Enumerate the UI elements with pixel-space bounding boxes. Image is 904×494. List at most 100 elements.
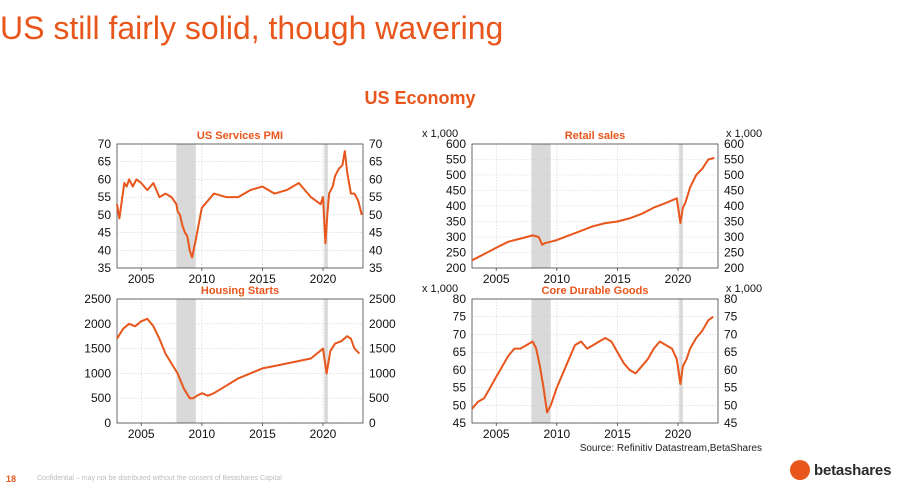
y-tick-label-right: 45: [369, 226, 383, 240]
y-tick-label-left: 70: [98, 137, 112, 151]
plot-frame: [471, 143, 719, 269]
y-tick-label-right: 450: [724, 184, 744, 198]
y-tick-label-left: 65: [98, 155, 112, 169]
y-tick-label-left: 40: [98, 243, 112, 257]
y-tick-label-right: 500: [724, 168, 744, 182]
brand-logo-icon: [790, 460, 810, 480]
chart-title: US Services PMI: [197, 130, 283, 142]
unit-label-right: x 1,000: [726, 128, 762, 140]
x-tick-label: 2010: [543, 427, 570, 441]
y-tick-label-left: 50: [453, 398, 467, 412]
y-tick-label-right: 50: [369, 208, 383, 222]
y-tick-label-left: 60: [98, 172, 112, 186]
y-tick-label-right: 40: [369, 243, 383, 257]
y-tick-label-left: 0: [104, 416, 111, 430]
y-tick-label-left: 500: [91, 391, 111, 405]
x-tick-label: 2020: [665, 427, 692, 441]
recession-band: [176, 144, 196, 268]
chart-4: 45 45 50 50 55 55 60 60 65 65 70 70 75 75 80 80 2005 2010…: [422, 283, 762, 441]
source-note: Source: Refinitiv Datastream,BetaShares: [579, 443, 762, 454]
y-tick-label-right: 1500: [369, 342, 396, 356]
y-tick-label-left: 500: [446, 168, 466, 182]
y-tick-label-right: 60: [724, 363, 738, 377]
x-tick-label: 2015: [249, 272, 276, 286]
y-tick-label-left: 55: [98, 190, 112, 204]
chart-title: Housing Starts: [201, 285, 279, 297]
y-tick-label-left: 550: [446, 153, 466, 167]
y-tick-label-right: 200: [724, 261, 744, 275]
y-tick-label-right: 2000: [369, 317, 396, 331]
y-tick-label-left: 2500: [84, 292, 111, 306]
section-title: US Economy: [364, 88, 476, 108]
y-tick-label-left: 50: [98, 208, 112, 222]
y-tick-label-right: 45: [724, 416, 738, 430]
x-tick-label: 2020: [310, 427, 337, 441]
y-tick-label-left: 45: [453, 416, 467, 430]
y-tick-label-right: 75: [724, 310, 738, 324]
y-tick-label-right: 250: [724, 246, 744, 260]
x-tick-label: 2010: [188, 427, 215, 441]
recession-band: [679, 144, 683, 268]
y-tick-label-right: 350: [724, 215, 744, 229]
chart-title: Core Durable Goods: [542, 285, 649, 297]
series-line: [471, 156, 715, 262]
chart-3: 0 0 500 500 1000 1000 1500 1500 2000 2000 2500 2500…: [84, 285, 396, 441]
y-tick-label-right: 60: [369, 172, 383, 186]
y-tick-label-left: 1000: [84, 366, 111, 380]
series-line: [471, 315, 714, 414]
unit-label-left: x 1,000: [422, 128, 458, 140]
x-tick-label: 2015: [604, 272, 631, 286]
y-tick-label-right: 70: [724, 327, 738, 341]
y-tick-label-right: 65: [369, 155, 383, 169]
plot-frame: [471, 298, 719, 424]
y-tick-label-right: 55: [369, 190, 383, 204]
y-tick-label-left: 300: [446, 230, 466, 244]
y-tick-label-left: 65: [453, 345, 467, 359]
x-tick-label: 2010: [188, 272, 215, 286]
y-tick-label-right: 300: [724, 230, 744, 244]
chart-title: Retail sales: [565, 130, 626, 142]
recession-band: [324, 299, 328, 423]
series-line: [116, 317, 361, 400]
y-tick-label-left: 60: [453, 363, 467, 377]
y-tick-label-left: 70: [453, 327, 467, 341]
y-tick-label-right: 400: [724, 199, 744, 213]
slide-title: US still fairly solid, though wavering: [0, 10, 504, 46]
y-tick-label-left: 250: [446, 246, 466, 260]
y-tick-label-right: 55: [724, 381, 738, 395]
x-tick-label: 2005: [128, 427, 155, 441]
unit-label-right: x 1,000: [726, 283, 762, 295]
y-tick-label-left: 1500: [84, 342, 111, 356]
y-tick-label-left: 450: [446, 184, 466, 198]
y-tick-label-left: 35: [98, 261, 112, 275]
series-line: [116, 150, 363, 259]
unit-label-left: x 1,000: [422, 283, 458, 295]
y-tick-label-right: 2500: [369, 292, 396, 306]
y-tick-label-right: 0: [369, 416, 376, 430]
x-tick-label: 2020: [310, 272, 337, 286]
x-tick-label: 2005: [128, 272, 155, 286]
y-tick-label-left: 75: [453, 310, 467, 324]
x-tick-label: 2005: [483, 272, 510, 286]
y-tick-label-left: 200: [446, 261, 466, 275]
x-tick-label: 2010: [543, 272, 570, 286]
recession-band: [324, 144, 328, 268]
chart-1: 35 35 40 40 45 45 50 50 55 55 60 60 65 65 70 70 2005 2010…: [98, 130, 383, 286]
y-tick-label-right: 550: [724, 153, 744, 167]
y-tick-label-left: 600: [446, 137, 466, 151]
y-tick-label-left: 2000: [84, 317, 111, 331]
y-tick-label-right: 70: [369, 137, 383, 151]
y-tick-label-right: 35: [369, 261, 383, 275]
x-tick-label: 2015: [604, 427, 631, 441]
x-tick-label: 2005: [483, 427, 510, 441]
y-tick-label-right: 65: [724, 345, 738, 359]
y-tick-label-right: 50: [724, 398, 738, 412]
y-tick-label-left: 350: [446, 215, 466, 229]
y-tick-label-right: 500: [369, 391, 389, 405]
y-tick-label-left: 400: [446, 199, 466, 213]
brand-logo-text: betashares: [814, 461, 892, 479]
plot-frame: [116, 298, 364, 424]
y-tick-label-right: 1000: [369, 366, 396, 380]
